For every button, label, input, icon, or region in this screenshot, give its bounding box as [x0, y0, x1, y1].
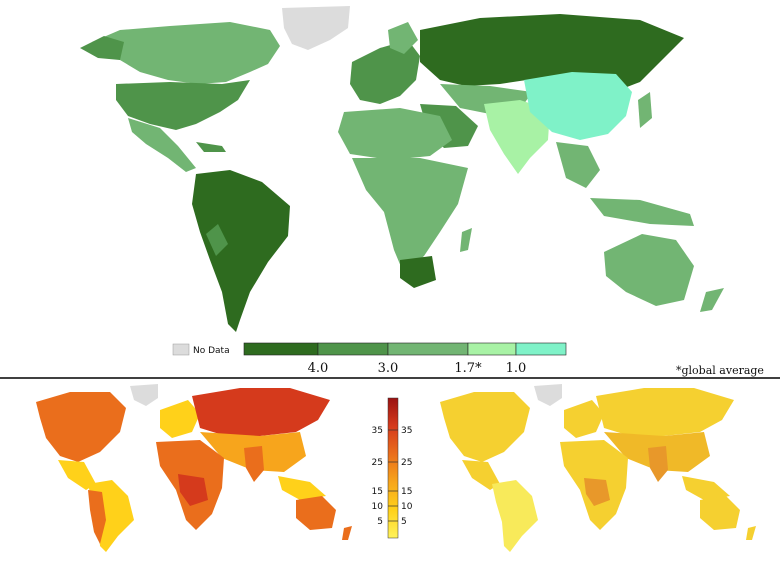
bl-central-africa	[178, 474, 208, 506]
br-north-america	[440, 392, 530, 462]
region-canada	[92, 22, 280, 84]
br-new-zealand	[746, 526, 756, 540]
heat-tick-label: 15	[401, 487, 412, 497]
region-central-africa	[352, 158, 468, 274]
heat-tick-label: 25	[401, 458, 412, 468]
heat-tick-label: 5	[401, 517, 407, 527]
region-india	[484, 100, 550, 174]
legend-tick-label: 4.0	[308, 361, 329, 376]
heat-tick-label: 5	[377, 517, 383, 527]
br-south-america	[492, 480, 538, 552]
br-central-africa	[584, 478, 610, 506]
bl-europe	[160, 400, 200, 438]
bl-australia	[296, 496, 336, 530]
top-world-map	[80, 6, 724, 332]
legend-class-swatch	[317, 342, 389, 356]
br-europe	[564, 400, 604, 438]
bl-south-america-west	[88, 490, 106, 544]
region-se-asia	[556, 142, 600, 188]
bottom-legend: 35 35 25 25 15 15 10 10 5 5	[372, 397, 413, 539]
region-russia	[420, 14, 684, 92]
region-north-africa	[338, 108, 452, 160]
br-australia	[700, 496, 740, 530]
no-data-swatch	[172, 343, 190, 356]
legend-class-swatch	[243, 342, 319, 356]
bl-se-asia	[278, 476, 326, 500]
heat-tick-label: 35	[401, 426, 412, 436]
heat-tick-label: 10	[372, 502, 384, 512]
region-greenland	[282, 6, 350, 50]
top-legend-ticks: 4.0 3.0 1.7* 1.0	[308, 361, 527, 376]
legend-class-swatch	[515, 342, 567, 356]
region-usa	[116, 80, 250, 130]
heat-colorbar	[387, 397, 399, 539]
legend-tick-label: 1.7*	[454, 361, 482, 376]
heat-tick-label: 15	[372, 487, 383, 497]
region-japan	[638, 92, 652, 128]
br-central-america	[462, 460, 500, 490]
region-new-zealand	[700, 288, 724, 312]
region-australia	[604, 234, 694, 306]
bl-new-zealand	[342, 526, 352, 540]
legend-class-swatch	[387, 342, 469, 356]
br-greenland	[534, 384, 562, 406]
bl-greenland	[130, 384, 158, 406]
heat-tick-label: 25	[372, 458, 383, 468]
legend-class-swatch	[467, 342, 517, 356]
bl-north-america	[36, 392, 126, 462]
top-legend-bar	[243, 342, 567, 356]
region-alaska	[80, 36, 124, 60]
region-europe	[350, 40, 420, 104]
top-legend: No Data 4.0 3.0 1.7* 1.0 *global average	[172, 342, 764, 377]
region-brazil-light	[206, 224, 228, 256]
heat-tick-label: 35	[372, 426, 383, 436]
bottom-left-world-map	[36, 384, 352, 552]
region-scandinavia	[388, 22, 418, 54]
bl-russia	[192, 388, 330, 436]
footnote: *global average	[676, 364, 764, 377]
bl-india	[244, 446, 264, 482]
region-caribbean	[196, 142, 226, 152]
heat-tick-label: 10	[401, 502, 413, 512]
legend-tick-label: 1.0	[506, 361, 527, 376]
legend-tick-label: 3.0	[378, 361, 399, 376]
region-madagascar	[460, 228, 472, 252]
br-se-asia	[682, 476, 730, 500]
region-china	[524, 72, 632, 140]
region-mexico	[128, 118, 196, 172]
heat-ticks: 35 35 25 25 15 15 10 10 5 5	[372, 426, 413, 527]
bl-central-america	[58, 460, 96, 490]
bottom-right-world-map	[440, 384, 756, 552]
br-india	[648, 446, 668, 482]
region-southern-africa	[400, 256, 436, 288]
br-russia	[596, 388, 734, 436]
region-south-america	[192, 170, 290, 332]
region-indonesia	[590, 198, 694, 226]
no-data-label: No Data	[193, 346, 230, 356]
